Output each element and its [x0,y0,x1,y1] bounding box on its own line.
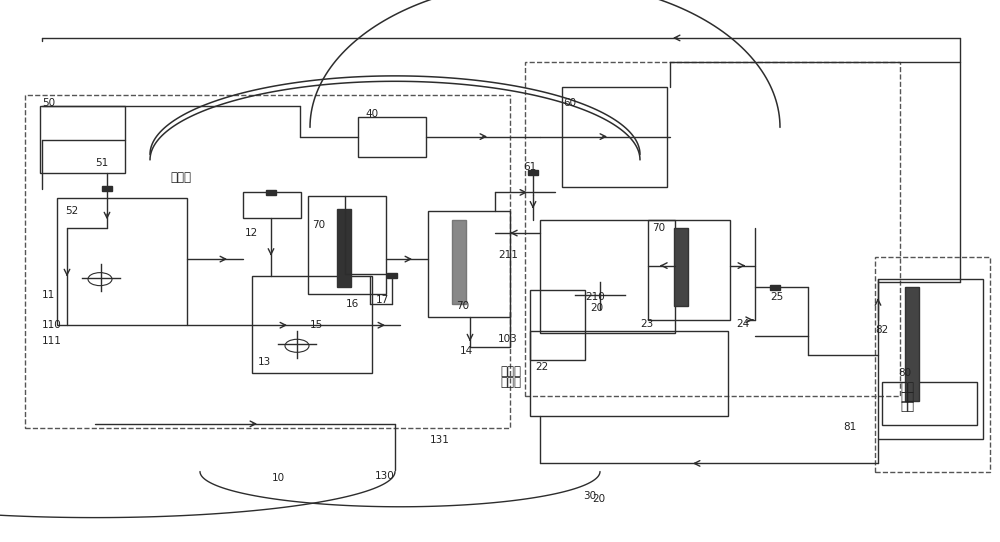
Text: 17: 17 [376,295,389,305]
Bar [530,290,585,360]
Text: 110: 110 [42,320,62,330]
Text: 30: 30 [583,491,596,501]
Text: 理系统: 理系统 [500,376,521,389]
Bar [308,196,386,294]
Text: 12: 12 [245,228,258,238]
Text: 82: 82 [875,325,888,334]
Bar [882,382,977,425]
Text: 铜箔: 铜箔 [900,381,914,394]
Text: 15: 15 [310,320,323,330]
Text: 废水处: 废水处 [500,365,521,378]
Bar [875,257,990,472]
Text: 24: 24 [736,319,749,329]
Bar [525,62,900,396]
Bar [337,209,351,287]
Text: 23: 23 [640,319,653,329]
Bar [252,276,372,373]
Text: 13: 13 [258,357,271,367]
Bar [428,211,510,317]
Text: 131: 131 [430,435,450,445]
Text: 20: 20 [590,303,603,313]
Text: 20: 20 [592,494,605,504]
Text: 130: 130 [375,471,395,481]
Text: 103: 103 [498,334,518,344]
Text: 70: 70 [456,301,469,311]
Text: 70: 70 [312,220,325,230]
Text: 210: 210 [585,292,605,302]
Text: 25: 25 [770,292,783,302]
Bar [905,287,919,401]
Bar [562,87,667,187]
Bar [674,228,688,306]
Text: 70: 70 [652,223,665,233]
Text: 61: 61 [523,162,536,172]
Bar [266,190,276,195]
Text: 51: 51 [95,158,108,167]
Bar [387,273,397,278]
Text: 111: 111 [42,337,62,346]
Bar [648,220,730,320]
Bar [243,192,301,218]
Text: 50: 50 [42,98,55,108]
Text: 16: 16 [346,299,359,308]
Bar [452,220,466,304]
Text: 22: 22 [535,363,548,372]
Text: 14: 14 [460,346,473,356]
Text: 80: 80 [898,368,911,378]
Bar [40,106,125,173]
Bar [530,331,728,416]
Text: 10: 10 [272,473,285,483]
Text: 11: 11 [42,291,55,300]
Bar [358,117,426,157]
Text: 电解: 电解 [900,391,914,404]
Text: 81: 81 [843,422,856,432]
Text: 60: 60 [563,98,576,108]
Bar [57,198,187,325]
Text: 52: 52 [65,207,78,216]
Bar [102,186,112,191]
Text: 40: 40 [365,109,378,119]
Bar [540,220,675,333]
Bar [25,95,510,428]
Bar [878,279,983,439]
Text: 洗箔水: 洗箔水 [170,171,191,184]
Text: 211: 211 [498,250,518,260]
Bar [528,170,538,175]
Text: 系统: 系统 [900,400,914,413]
Bar [770,285,780,290]
